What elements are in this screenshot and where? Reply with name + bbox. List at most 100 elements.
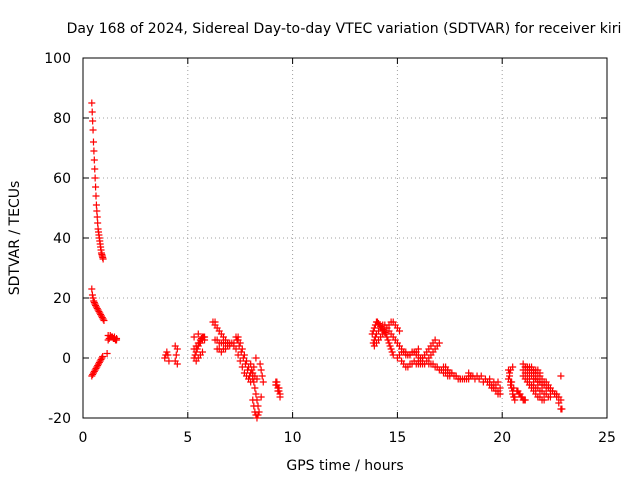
chart-title: Day 168 of 2024, Sidereal Day-to-day VTE…	[67, 21, 622, 37]
data-point	[254, 411, 262, 419]
data-point	[253, 414, 261, 422]
data-point	[96, 309, 104, 317]
data-point	[506, 369, 514, 377]
data-point	[89, 117, 97, 125]
data-point	[557, 372, 565, 380]
data-point	[384, 336, 392, 344]
data-point	[538, 381, 546, 389]
data-point	[389, 351, 397, 359]
data-point	[88, 108, 96, 116]
data-point	[94, 306, 102, 314]
data-point	[98, 314, 106, 321]
data-point	[253, 375, 261, 383]
data-point	[240, 351, 248, 359]
grid-lines	[83, 58, 607, 418]
data-point	[99, 255, 107, 263]
data-point	[250, 363, 258, 371]
data-point	[256, 360, 264, 368]
data-point	[99, 315, 107, 323]
data-point	[99, 353, 107, 360]
data-point	[414, 345, 422, 353]
x-tick-label: 10	[284, 430, 302, 446]
data-point	[252, 390, 260, 398]
data-point	[239, 354, 247, 362]
data-point	[113, 335, 121, 342]
data-point	[251, 408, 259, 416]
data-point	[171, 342, 179, 350]
data-point	[90, 156, 98, 164]
data-point	[383, 333, 391, 341]
data-point	[95, 359, 103, 366]
x-axis-ticks: 0 5 10 15 20 25	[79, 58, 616, 446]
data-point	[435, 339, 443, 347]
data-point	[172, 351, 180, 359]
x-tick-label: 20	[493, 430, 511, 446]
data-point	[89, 371, 97, 378]
data-point	[97, 312, 105, 320]
data-point	[224, 342, 232, 350]
data-point	[88, 291, 96, 299]
data-point	[249, 396, 257, 404]
data-point	[91, 300, 99, 308]
data-point	[257, 393, 265, 401]
x-tick-label: 15	[388, 430, 406, 446]
data-point	[257, 366, 265, 374]
data-point	[387, 345, 395, 353]
data-point	[94, 219, 102, 227]
data-point	[252, 354, 260, 362]
data-point	[91, 174, 99, 182]
data-point	[530, 369, 538, 377]
data-point	[90, 297, 98, 305]
data-point	[97, 356, 105, 363]
data-point	[467, 372, 475, 380]
data-point	[511, 393, 519, 401]
data-point	[93, 207, 101, 215]
data-point	[250, 402, 258, 410]
data-point	[431, 336, 439, 344]
data-point	[558, 405, 566, 413]
data-point	[234, 351, 242, 359]
data-point	[92, 302, 100, 309]
data-point	[92, 365, 100, 372]
data-point	[93, 213, 101, 221]
data-point	[444, 366, 452, 374]
data-point	[88, 99, 96, 107]
data-point	[164, 351, 172, 359]
x-tick-label: 0	[79, 430, 88, 446]
data-point	[201, 336, 209, 344]
data-point	[553, 393, 561, 401]
data-point	[91, 366, 99, 374]
data-point	[238, 363, 246, 371]
data-point	[94, 362, 102, 369]
data-point	[165, 357, 173, 365]
data-point	[90, 368, 98, 375]
data-point	[93, 363, 101, 371]
data-point	[475, 375, 483, 383]
data-point	[173, 360, 181, 368]
data-point	[234, 336, 242, 344]
data-point	[89, 369, 97, 377]
x-axis-label: GPS time / hours	[286, 458, 403, 474]
data-point	[448, 369, 456, 377]
y-tick-label: 20	[53, 291, 71, 307]
data-point	[198, 348, 206, 356]
y-tick-label: 0	[62, 351, 71, 367]
data-point	[92, 201, 100, 209]
y-tick-label: -20	[48, 411, 71, 427]
data-point	[161, 354, 169, 362]
data-point	[508, 378, 516, 386]
data-point	[92, 192, 100, 200]
data-point	[520, 396, 528, 404]
data-point	[540, 396, 548, 404]
data-point	[91, 165, 99, 173]
data-point	[275, 384, 283, 392]
y-tick-label: 80	[53, 111, 71, 127]
data-point	[236, 357, 244, 365]
data-point	[274, 387, 282, 395]
y-tick-label: 60	[53, 171, 71, 187]
data-point	[92, 183, 100, 191]
data-point	[237, 348, 245, 356]
plot-frame	[82, 57, 608, 419]
data-point	[507, 381, 515, 389]
